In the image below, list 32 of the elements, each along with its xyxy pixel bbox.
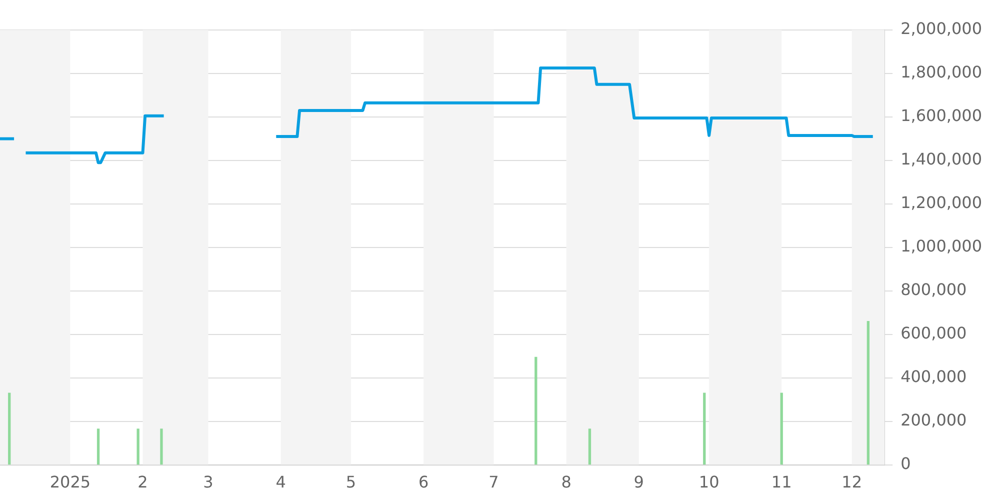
bar	[96, 428, 100, 465]
bar	[136, 428, 140, 465]
x-tick-label: 11	[771, 472, 792, 492]
bar	[703, 392, 706, 465]
y-tick-label: 600,000	[900, 324, 967, 343]
x-tick-label: 4	[276, 472, 286, 492]
x-tick-label: 3	[203, 472, 214, 492]
bar	[8, 392, 11, 465]
x-tick-label: 2025	[50, 472, 91, 492]
x-tick-label: 8	[561, 472, 572, 492]
y-tick-label: 400,000	[900, 366, 967, 386]
x-tick-label: 7	[488, 472, 499, 492]
bar	[160, 428, 163, 465]
y-tick-label: 2,000,000	[900, 19, 982, 38]
bar	[866, 320, 870, 465]
y-tick-label: 200,000	[900, 410, 967, 430]
bar	[780, 392, 783, 465]
x-tick-label: 12	[842, 472, 862, 492]
x-tick-label: 10	[698, 472, 720, 492]
x-tick-label: 6	[418, 472, 429, 492]
bar	[588, 428, 592, 465]
x-tick-label: 5	[346, 472, 356, 492]
y-tick-label: 1,200,000	[900, 193, 982, 212]
x-tick-label: 9	[634, 472, 644, 492]
x-tick-label: 2	[138, 472, 148, 492]
bar	[534, 356, 538, 465]
y-tick-label: 1,800,000	[900, 62, 982, 82]
y-tick-label: 800,000	[900, 280, 967, 300]
y-tick-label: 1,400,000	[900, 150, 982, 169]
y-tick-label: 1,000,000	[900, 236, 982, 256]
y-tick-label: 0	[900, 454, 911, 473]
y-tick-label: 1,600,000	[900, 106, 982, 126]
